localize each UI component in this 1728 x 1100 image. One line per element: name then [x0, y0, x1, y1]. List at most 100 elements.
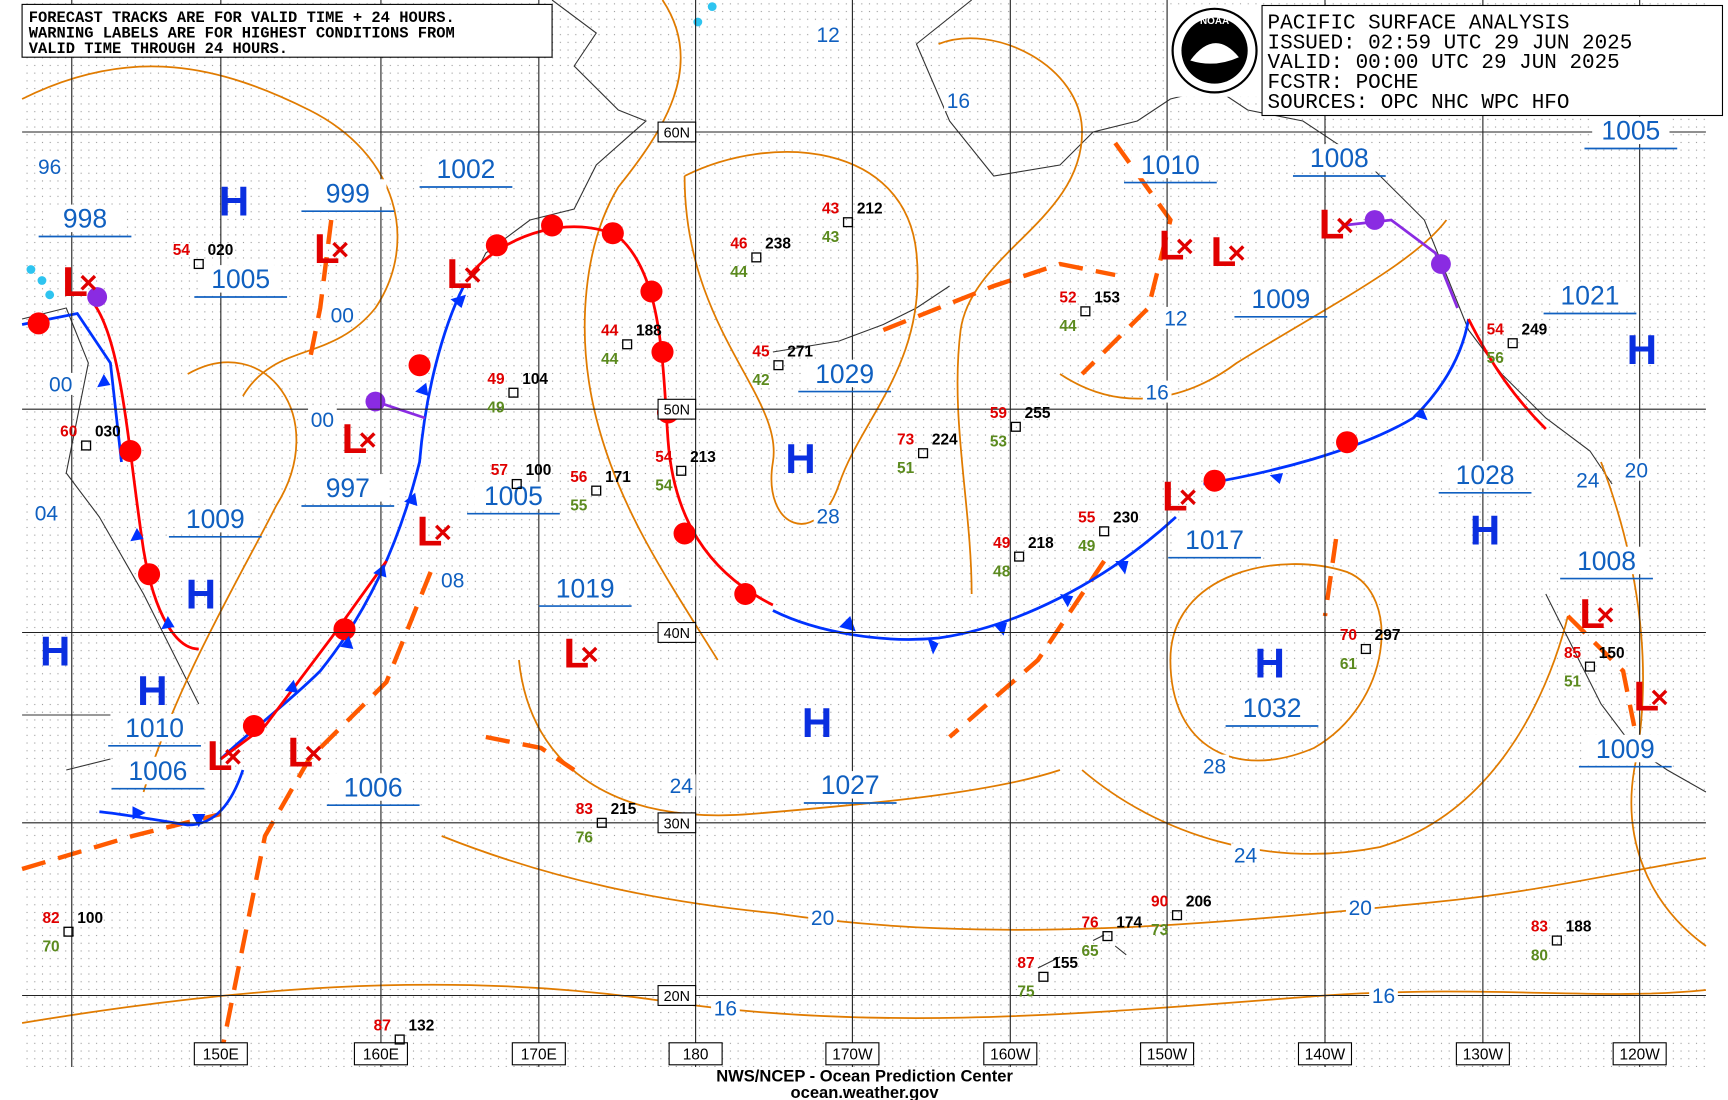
isobar-label: 24: [1234, 844, 1258, 867]
notice-line: FORECAST TRACKS ARE FOR VALID TIME + 24 …: [29, 9, 455, 27]
low-center-mark: [1180, 489, 1196, 505]
low-center-mark: [359, 432, 376, 448]
station-dewpoint: 65: [1081, 943, 1099, 960]
low-center: L: [1162, 472, 1188, 519]
notice-line: WARNING LABELS ARE FOR HIGHEST CONDITION…: [29, 24, 455, 42]
longitude-label: 130W: [1463, 1046, 1504, 1063]
isobar-label: 28: [1203, 755, 1226, 778]
station-dewpoint: 44: [601, 351, 619, 368]
pressure-label: 1009: [1251, 284, 1310, 314]
station-marker: [773, 360, 784, 371]
isobar-label: 00: [331, 304, 354, 327]
latitude-label-box: [657, 812, 697, 834]
isobar-label: 20: [811, 907, 834, 930]
station-temperature: 90: [1151, 893, 1168, 910]
low-center: L: [342, 415, 368, 462]
pressure-label-bg: [119, 756, 197, 785]
station-temperature: 55: [1078, 510, 1096, 527]
station-marker: [1507, 338, 1518, 349]
isobar-label-bg: [1345, 896, 1375, 919]
isobar-label-bg: [944, 89, 973, 112]
pressure-label: 1017: [1185, 525, 1244, 555]
isobar-label-bg: [1231, 843, 1260, 866]
pressure-label-bg: [176, 504, 254, 533]
longitude-label-box: [1297, 1042, 1353, 1066]
station-dewpoint: 61: [1340, 656, 1358, 673]
station-temperature: 83: [1531, 919, 1549, 936]
pressure-label-bg: [1242, 284, 1320, 313]
longitude-label-box: [193, 1042, 248, 1066]
station-pressure: 188: [1566, 919, 1592, 936]
fronts: [21, 218, 1547, 827]
pressure-label-bg: [1300, 144, 1378, 172]
station-marker: [508, 387, 519, 398]
low-center: L: [1211, 228, 1237, 275]
pressure-label-bg: [46, 204, 124, 233]
pressure-label-bg: [811, 771, 889, 799]
notice-box: [21, 3, 553, 58]
isobar-label-bg: [1622, 458, 1651, 481]
station-temperature: 76: [1081, 914, 1099, 931]
isobar-label: 00: [49, 374, 72, 397]
station-temperature: 83: [576, 801, 594, 818]
station-pressure: 206: [1186, 893, 1212, 910]
isobar-label-bg: [813, 23, 843, 46]
low-center: L: [62, 258, 88, 305]
header-line: PACIFIC SURFACE ANALYSIS: [1268, 13, 1570, 36]
isobar-label-bg: [1573, 468, 1603, 491]
header-box: [1261, 4, 1724, 117]
isobar-label: 96: [38, 156, 61, 179]
isobar-label: 08: [441, 569, 464, 592]
footer-bg: [22, 1067, 1728, 1100]
low-center: L: [1633, 673, 1659, 720]
latitude-label: 40N: [664, 626, 690, 642]
graticule: [22, 0, 1706, 1067]
isobar-label-bg: [35, 155, 65, 178]
pressure-label-bg: [1551, 281, 1629, 310]
isobar-label: 16: [947, 90, 970, 113]
station-temperature: 46: [730, 236, 748, 253]
isobar-label: 00: [311, 409, 334, 432]
pressure-label: 999: [326, 178, 370, 208]
longitude-label-box: [1140, 1042, 1195, 1066]
low-center: L: [447, 250, 473, 297]
station-pressure: 150: [1599, 645, 1625, 662]
pressure-label-bg: [1233, 694, 1311, 722]
station-marker: [193, 258, 204, 270]
low-center: L: [1159, 222, 1185, 269]
pressure-label: 1029: [815, 359, 874, 389]
station-dewpoint: 51: [897, 460, 915, 477]
station-dewpoint: 49: [487, 400, 504, 417]
station-dewpoint: 42: [752, 372, 769, 389]
station-dewpoint: 75: [1017, 984, 1035, 1001]
station-temperature: 57: [491, 462, 508, 479]
station-temperature: 70: [1340, 627, 1357, 644]
station-temperature: 85: [1564, 645, 1582, 662]
pressure-label: 1010: [1141, 150, 1200, 180]
station-dewpoint: 44: [1059, 318, 1077, 335]
pressure-label-bg: [546, 574, 624, 602]
station-marker: [591, 485, 602, 496]
isobar-label: 12: [816, 24, 839, 47]
station-temperature: 56: [570, 469, 588, 486]
station-marker: [1360, 643, 1371, 655]
station-pressure: 188: [636, 323, 662, 340]
station-dewpoint: 49: [1078, 538, 1095, 555]
pressure-label: 1005: [484, 481, 543, 511]
longitude-label-box: [511, 1042, 566, 1066]
station-marker: [1038, 971, 1049, 982]
station-temperature: 49: [993, 535, 1010, 552]
high-center: H: [1470, 507, 1500, 554]
station-marker: [917, 448, 929, 459]
station-pressure: 171: [605, 469, 631, 486]
station-marker: [596, 817, 607, 828]
pressure-label: 1010: [125, 713, 184, 743]
high-center: H: [40, 628, 70, 675]
low-center-mark: [1651, 689, 1668, 706]
low-center-mark: [434, 524, 451, 541]
high-center: H: [785, 435, 815, 482]
station-pressure: 230: [1113, 510, 1139, 527]
pressure-label: 1027: [821, 770, 880, 800]
